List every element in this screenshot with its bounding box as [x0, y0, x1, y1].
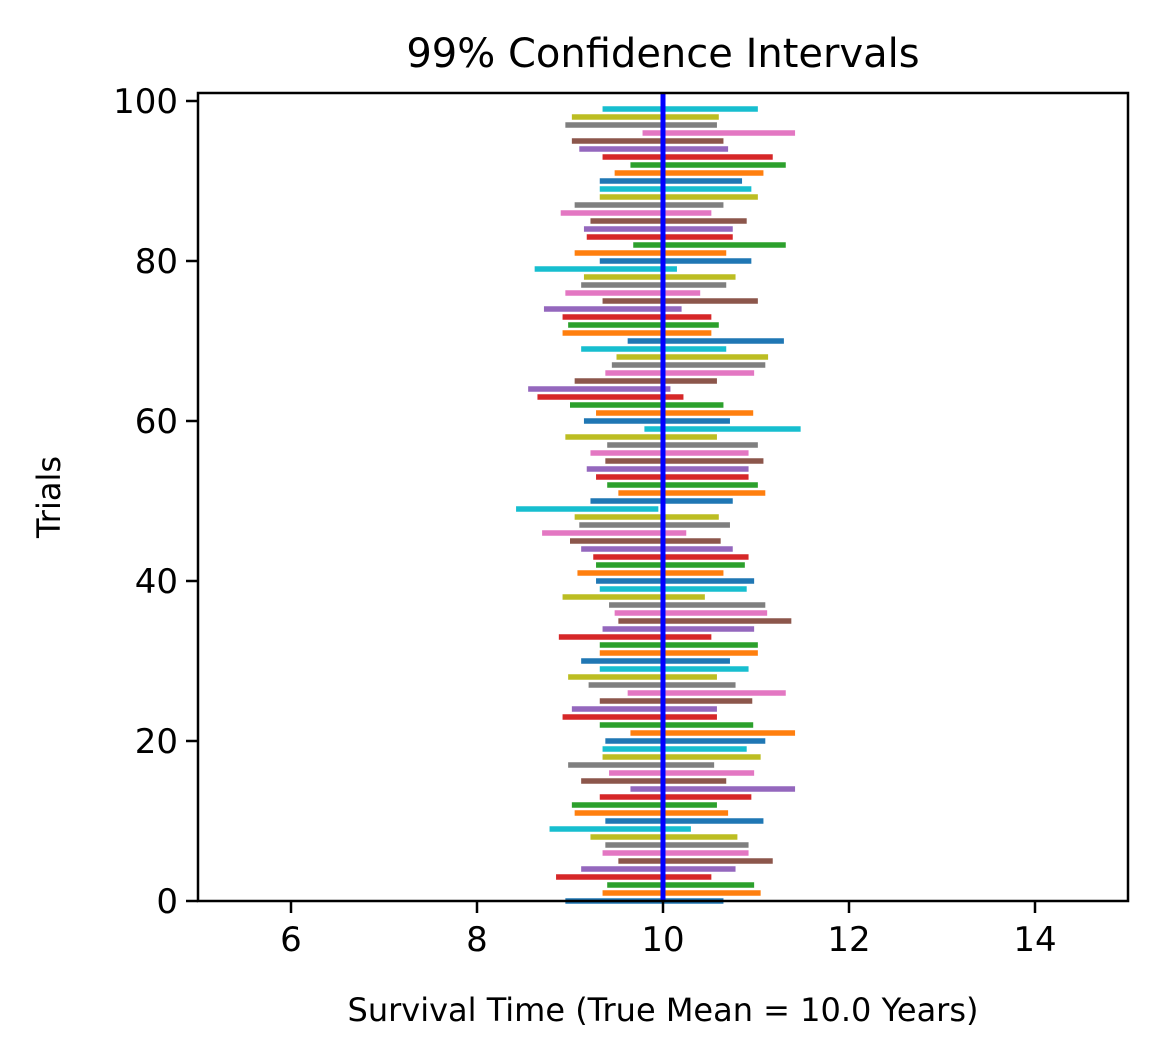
intervals-layer	[516, 106, 801, 904]
x-tick-label: 10	[641, 920, 684, 960]
y-tick-label: 40	[135, 562, 178, 602]
x-tick-label: 12	[827, 920, 870, 960]
y-tick-label: 100	[113, 82, 178, 122]
y-axis: 0 20 40 60 80 100	[113, 82, 198, 922]
y-tick-label: 20	[135, 722, 178, 762]
y-tick-label: 80	[135, 242, 178, 282]
y-axis-label: Trials	[30, 456, 68, 539]
x-tick-label: 14	[1013, 920, 1056, 960]
x-axis: 6 8 10 12 14	[280, 901, 1057, 960]
x-tick-label: 8	[466, 920, 488, 960]
y-tick-label: 60	[135, 402, 178, 442]
y-tick-label: 0	[156, 882, 178, 922]
chart-title: 99% Confidence Intervals	[406, 31, 919, 77]
x-tick-label: 6	[280, 920, 302, 960]
x-axis-label: Survival Time (True Mean = 10.0 Years)	[348, 991, 979, 1029]
